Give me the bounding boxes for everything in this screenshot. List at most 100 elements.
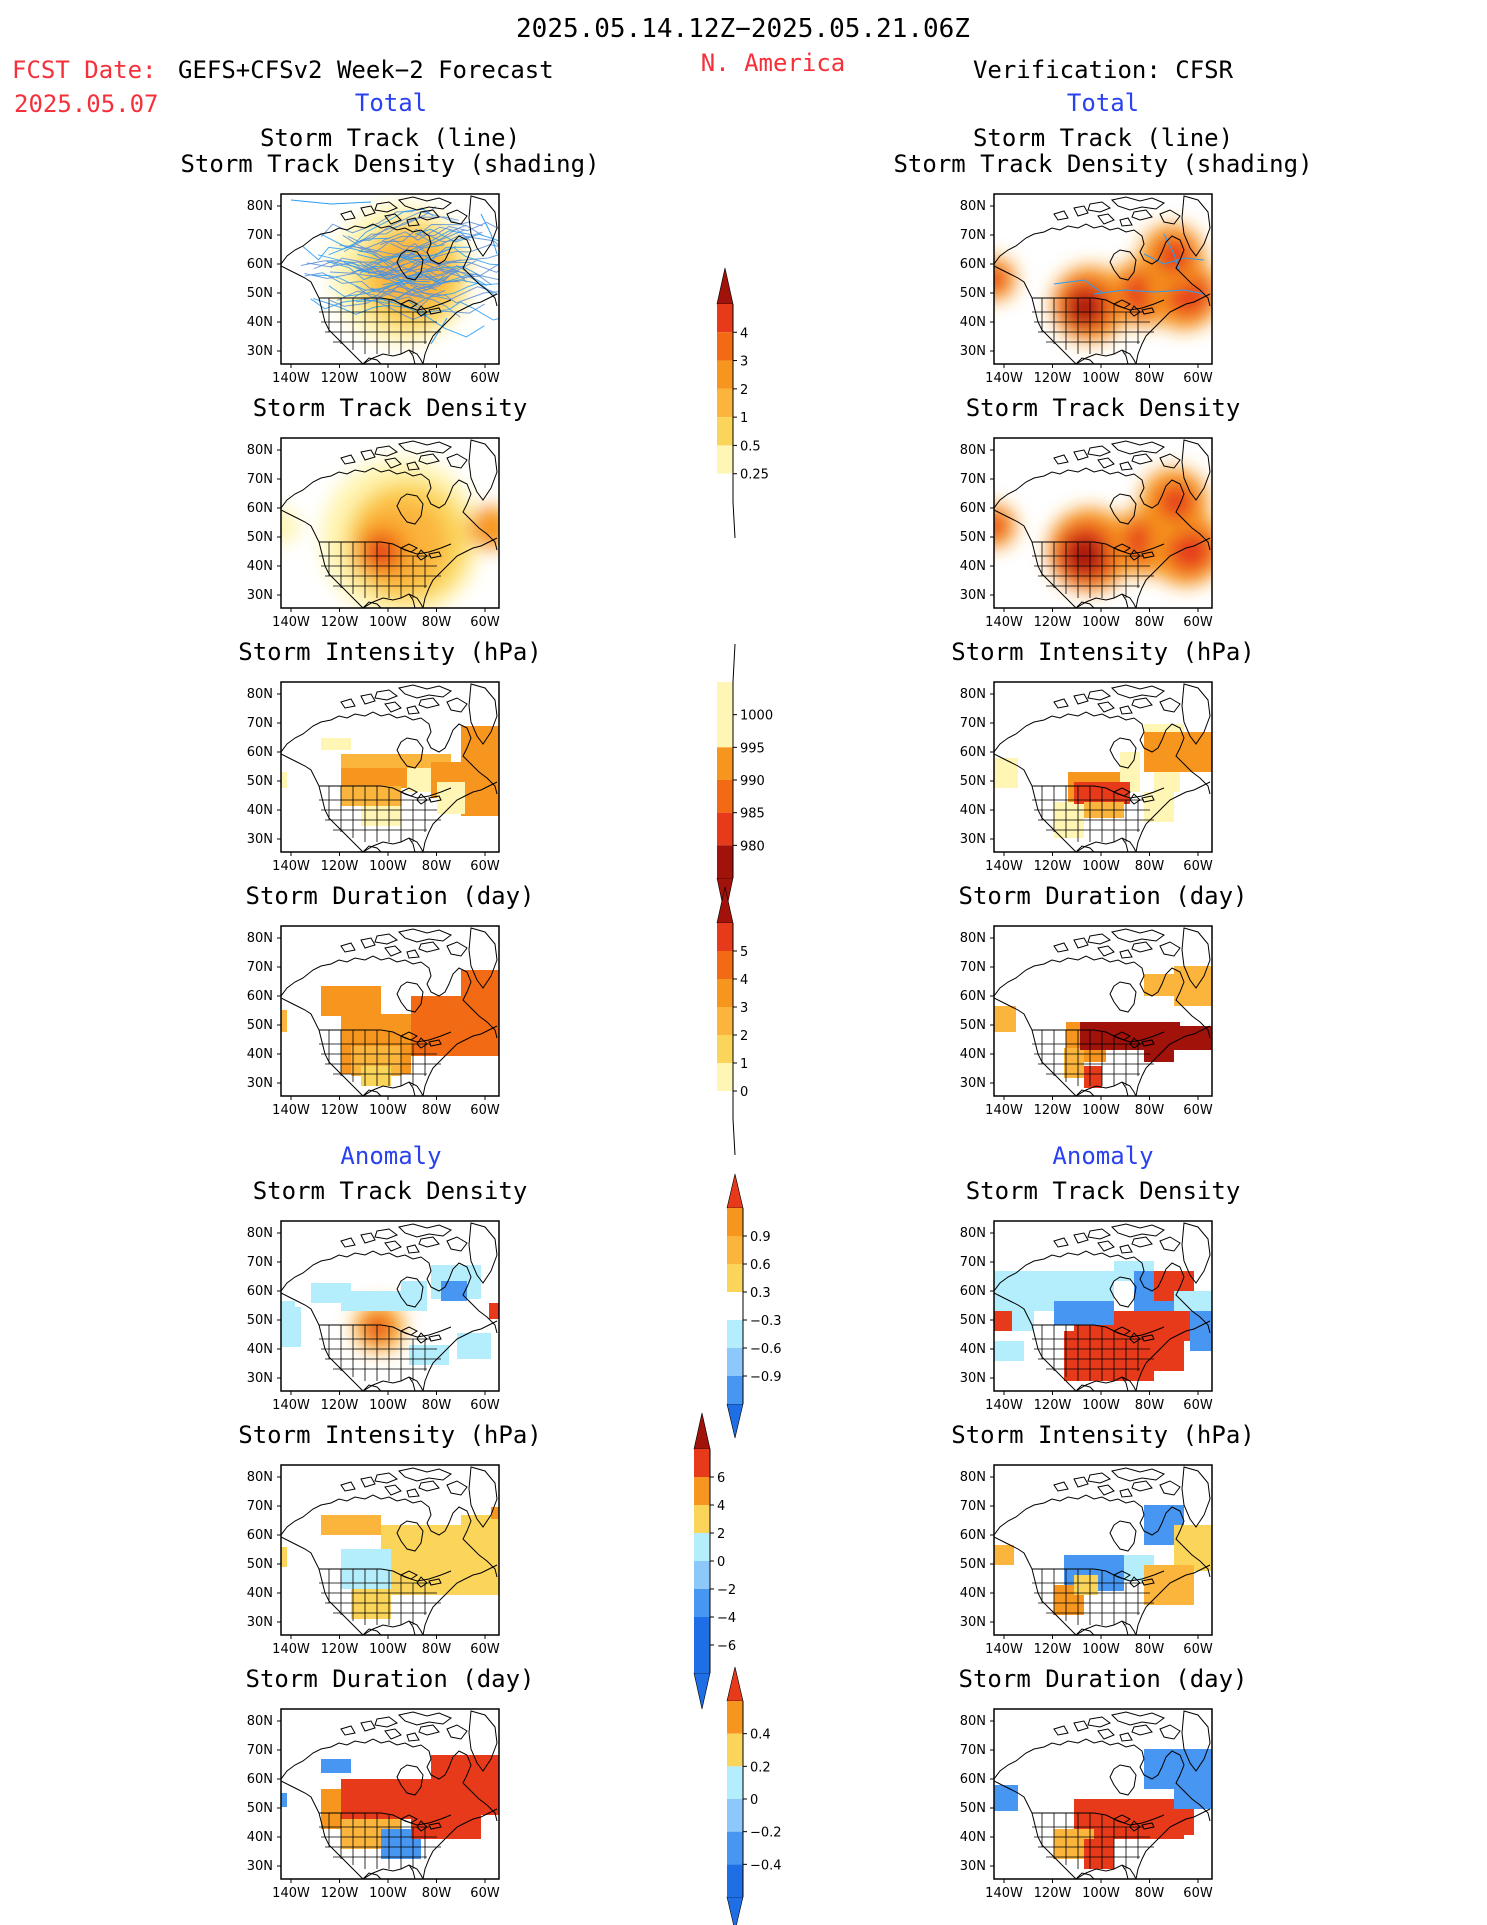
storm-track-line bbox=[414, 228, 499, 243]
storm-track-line bbox=[328, 208, 434, 256]
lon-tick-label: 100W bbox=[1082, 1398, 1120, 1413]
colorbar-label: 2 bbox=[717, 1527, 725, 1542]
lon-tick-label: 140W bbox=[272, 859, 310, 874]
lon-tick-label: 80W bbox=[422, 1103, 452, 1118]
storm-track-line bbox=[1143, 253, 1205, 265]
lon-tick-label: 120W bbox=[1034, 1642, 1072, 1657]
panel-int-left: Storm Intensity (hPa) 80N 70N 60N 50N 40N 30N 1… bbox=[238, 638, 541, 874]
lon-tick-label: 100W bbox=[1082, 859, 1120, 874]
panel-dur-right: Storm Duration (day) 80N 70N 60N 50N 40N 30N 14… bbox=[959, 882, 1248, 1118]
lat-tick-label: 40N bbox=[247, 1047, 273, 1062]
lon-tick-label: 120W bbox=[1034, 1398, 1072, 1413]
panel-dur-left: Storm Duration (day) 80N 70N 60N 50N 40N 30N 14… bbox=[246, 882, 535, 1118]
lat-tick-label: 30N bbox=[247, 832, 273, 847]
colorbar-label: 0 bbox=[717, 1555, 725, 1570]
lon-tick-label: 120W bbox=[321, 615, 359, 630]
panel-frame bbox=[993, 1464, 1213, 1636]
colorbar-intensity-anomaly: 6 4 2 0 −2 −4 −6 bbox=[693, 1412, 736, 1710]
lat-tick-label: 50N bbox=[247, 774, 273, 789]
colorbar-duration-total: 5 4 3 2 1 0 bbox=[716, 886, 748, 1156]
lon-tick-label: 80W bbox=[1135, 1398, 1165, 1413]
lat-tick-label: 80N bbox=[247, 443, 273, 458]
lat-tick-label: 70N bbox=[960, 1743, 986, 1758]
lat-tick-label: 80N bbox=[960, 443, 986, 458]
lon-tick-label: 120W bbox=[321, 1642, 359, 1657]
colorbar-label: 0 bbox=[750, 1793, 758, 1808]
lat-tick-label: 40N bbox=[247, 1342, 273, 1357]
lon-tick-label: 120W bbox=[1034, 1886, 1072, 1901]
storm-track-line bbox=[369, 259, 466, 280]
panel-int-right: Storm Intensity (hPa) 80N 70N 60N 50N 40N 30N 1… bbox=[951, 638, 1254, 874]
lat-tick-label: 50N bbox=[960, 1018, 986, 1033]
panel-adur-right: Storm Duration (day) 80N 70N 60N 50N 40N 30N 14… bbox=[959, 1665, 1248, 1901]
lat-tick-label: 40N bbox=[960, 803, 986, 818]
lon-tick-label: 140W bbox=[985, 1886, 1023, 1901]
lat-tick-label: 30N bbox=[960, 344, 986, 359]
storm-track-line bbox=[357, 246, 471, 262]
lon-tick-label: 80W bbox=[1135, 1103, 1165, 1118]
storm-track-line bbox=[320, 207, 423, 237]
lat-tick-label: 60N bbox=[247, 745, 273, 760]
panel-adur-left: Storm Duration (day) 80N 70N 60N 50N 40N 30N 14… bbox=[246, 1665, 535, 1901]
lat-tick-label: 50N bbox=[960, 286, 986, 301]
storm-track-line bbox=[317, 246, 456, 267]
lon-tick-label: 140W bbox=[272, 1398, 310, 1413]
lon-tick-label: 140W bbox=[272, 1103, 310, 1118]
gridded-shading bbox=[281, 970, 499, 1086]
storm-track-line bbox=[382, 224, 484, 242]
panel-aint-right: Storm Intensity (hPa) 80N 70N 60N 50N 40N 30N 1… bbox=[951, 1421, 1254, 1657]
storm-track-line bbox=[290, 199, 372, 205]
lat-tick-label: 70N bbox=[247, 472, 273, 487]
forecast-model-label: GEFS+CFSv2 Week−2 Forecast bbox=[178, 56, 554, 84]
gridded-shading bbox=[281, 1507, 499, 1619]
panel-frame bbox=[993, 1708, 1213, 1880]
colorbar-label: 0.4 bbox=[750, 1728, 771, 1743]
storm-track-line bbox=[343, 230, 470, 273]
panel-title-intensity: Storm Intensity (hPa) bbox=[238, 1421, 541, 1449]
lat-tick-label: 40N bbox=[960, 1586, 986, 1601]
lat-tick-label: 50N bbox=[247, 1801, 273, 1816]
colorbar-label: 6 bbox=[717, 1471, 725, 1486]
lat-tick-label: 50N bbox=[247, 286, 273, 301]
storm-track-line bbox=[352, 287, 461, 318]
lon-tick-label: 100W bbox=[369, 1642, 407, 1657]
lat-tick-label: 50N bbox=[960, 530, 986, 545]
lon-tick-label: 140W bbox=[985, 371, 1023, 386]
lat-tick-label: 30N bbox=[960, 1859, 986, 1874]
storm-track-line bbox=[313, 253, 422, 274]
storm-track-line bbox=[359, 229, 466, 253]
colorbar-label: 1 bbox=[740, 411, 748, 426]
lat-tick-label: 30N bbox=[960, 588, 986, 603]
lat-tick-label: 40N bbox=[960, 315, 986, 330]
storm-track-line bbox=[1053, 279, 1105, 295]
lon-tick-label: 100W bbox=[369, 1398, 407, 1413]
storm-track-line bbox=[367, 228, 471, 271]
lon-tick-label: 120W bbox=[321, 1103, 359, 1118]
lat-tick-label: 50N bbox=[960, 774, 986, 789]
panel-title-track-line: Storm Track (line) bbox=[973, 124, 1233, 152]
storm-track-line bbox=[310, 285, 419, 310]
gridded-shading bbox=[994, 1749, 1212, 1869]
lon-tick-label: 80W bbox=[1135, 371, 1165, 386]
panel-title-track-density-shading: Storm Track Density (shading) bbox=[893, 150, 1312, 178]
fcst-date-value: 2025.05.07 bbox=[14, 90, 159, 118]
lon-tick-label: 60W bbox=[470, 1886, 500, 1901]
lon-tick-label: 140W bbox=[985, 1642, 1023, 1657]
colorbar-label: 0.5 bbox=[740, 439, 761, 454]
density-shading bbox=[353, 1301, 405, 1353]
lat-tick-label: 60N bbox=[247, 1772, 273, 1787]
storm-track-line bbox=[330, 257, 437, 291]
lat-tick-label: 40N bbox=[247, 559, 273, 574]
lat-tick-label: 70N bbox=[247, 716, 273, 731]
lon-tick-label: 140W bbox=[272, 1886, 310, 1901]
lon-tick-label: 60W bbox=[470, 859, 500, 874]
lon-tick-label: 140W bbox=[272, 615, 310, 630]
lon-tick-label: 100W bbox=[1082, 1103, 1120, 1118]
colorbar-label: 1 bbox=[740, 1057, 748, 1072]
lon-tick-label: 140W bbox=[272, 1642, 310, 1657]
panel-title-duration: Storm Duration (day) bbox=[959, 882, 1248, 910]
section-total-left: Total bbox=[355, 89, 427, 117]
colorbar-label: −0.3 bbox=[750, 1314, 782, 1329]
lon-tick-label: 140W bbox=[985, 1103, 1023, 1118]
